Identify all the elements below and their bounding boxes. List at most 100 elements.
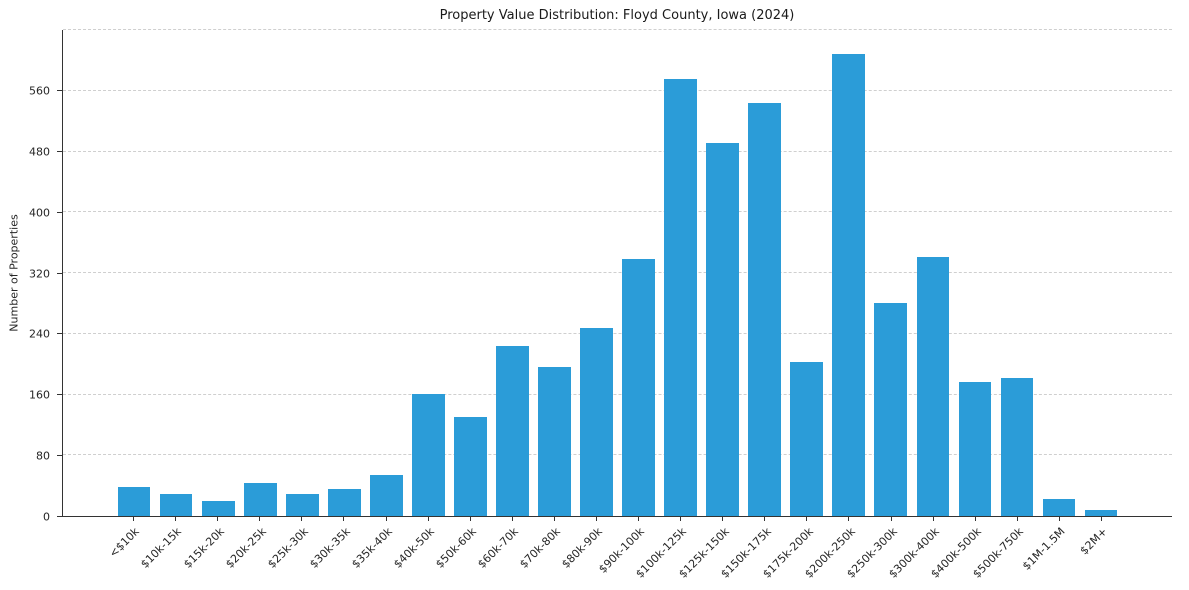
y-tick-mark: [57, 272, 62, 274]
bar: [832, 54, 866, 516]
x-tick-mark: [511, 517, 513, 521]
y-tick-label: 80: [36, 449, 50, 463]
bar-slot: [744, 30, 786, 516]
x-tick-label: $50k-60k: [433, 525, 479, 571]
bar-slot: [323, 30, 365, 516]
bar-slot: [281, 30, 323, 516]
bar-slot: [533, 30, 575, 516]
bar-slot: [365, 30, 407, 516]
bar: [243, 483, 277, 516]
x-tick-mark: [343, 517, 345, 521]
y-tick-label: 400: [29, 206, 50, 220]
gridline: [63, 454, 1172, 456]
x-tick-mark: [217, 517, 219, 521]
y-tick-mark: [57, 394, 62, 396]
x-tick-label: $2M+: [1077, 525, 1111, 558]
x-tick-mark: [427, 517, 429, 521]
x-tick-mark: [553, 517, 555, 521]
bar: [117, 487, 151, 516]
bar-slot: [828, 30, 870, 516]
x-tick-mark: [1100, 517, 1102, 521]
bar: [285, 493, 319, 516]
y-tick-label: 160: [29, 388, 50, 402]
y-tick-label: 560: [29, 84, 50, 98]
x-tick-mark: [595, 517, 597, 521]
gridline: [63, 393, 1172, 395]
bar-slot: [491, 30, 533, 516]
bar: [1084, 509, 1118, 516]
x-tick-mark: [974, 517, 976, 521]
bar-slot: [1080, 30, 1122, 516]
x-tick-label: $15k-20k: [180, 525, 227, 571]
bar: [538, 367, 571, 516]
bar-slot: [239, 30, 281, 516]
bar-slot: [155, 30, 197, 516]
plot-area: [62, 29, 1172, 517]
x-tick-label: $10k-15k: [138, 525, 185, 571]
bar: [706, 143, 740, 516]
bar-slot: [576, 30, 618, 516]
bar: [1042, 499, 1076, 516]
x-tick-mark: [890, 517, 892, 521]
x-tick-mark: [175, 517, 177, 521]
x-tick-mark: [1016, 517, 1018, 521]
x-tick-mark: [764, 517, 766, 521]
x-tick-label: $20k-25k: [222, 525, 269, 571]
y-tick-label: 480: [29, 145, 50, 159]
x-tick-mark: [680, 517, 682, 521]
bar-slot: [996, 30, 1038, 516]
bar-slot: [660, 30, 702, 516]
y-tick-mark: [57, 150, 62, 152]
bar-slot: [618, 30, 660, 516]
y-tick-mark: [57, 516, 62, 517]
gridline: [63, 211, 1172, 213]
x-tick-mark: [1058, 517, 1060, 521]
x-tick-mark: [301, 517, 303, 521]
bar: [790, 361, 824, 516]
y-tick-label: 240: [29, 327, 50, 341]
bar: [664, 78, 698, 516]
x-tick-mark: [133, 517, 135, 521]
y-tick-mark: [57, 333, 62, 335]
x-tick-mark: [469, 517, 471, 521]
x-tick-mark: [259, 517, 261, 521]
bar-slot: [113, 30, 155, 516]
bar: [916, 257, 950, 516]
x-tick-label: $30k-35k: [306, 525, 353, 571]
y-tick-mark: [57, 211, 62, 213]
bar: [874, 303, 908, 516]
bar: [369, 475, 403, 516]
bar: [958, 381, 992, 516]
y-tick-label: 320: [29, 267, 50, 280]
bar: [159, 493, 193, 516]
x-tick-label: $40k-50k: [391, 525, 437, 571]
x-tick-label: <$10k: [107, 525, 143, 561]
x-tick-label: $70k-80k: [517, 525, 564, 571]
x-tick-mark: [848, 517, 850, 521]
gridline: [63, 89, 1172, 91]
y-tick-mark: [57, 89, 62, 91]
bar: [622, 259, 655, 516]
bar-slot: [870, 30, 912, 516]
y-axis: 0 80 160 240 320 400 480 560: [0, 30, 62, 524]
x-tick-label: $25k-30k: [264, 525, 311, 571]
x-tick-mark: [932, 517, 934, 521]
bar: [454, 417, 487, 516]
bar-slot: [912, 30, 954, 516]
y-tick-label: 0: [43, 510, 50, 524]
bar: [1000, 377, 1034, 516]
x-tick-label: $60k-70k: [475, 525, 521, 571]
bar-slot: [449, 30, 491, 516]
gridline: [63, 332, 1172, 334]
bars-container: [63, 30, 1172, 516]
bar-slot: [702, 30, 744, 516]
bar: [496, 345, 529, 516]
gridline: [63, 272, 1172, 273]
bar-slot: [407, 30, 449, 516]
y-tick-mark: [57, 455, 62, 457]
x-tick-label: $35k-40k: [348, 525, 395, 571]
bar: [580, 327, 613, 516]
x-tick-mark: [806, 517, 808, 521]
bar-slot: [1038, 30, 1080, 516]
x-tick-mark: [385, 517, 387, 521]
